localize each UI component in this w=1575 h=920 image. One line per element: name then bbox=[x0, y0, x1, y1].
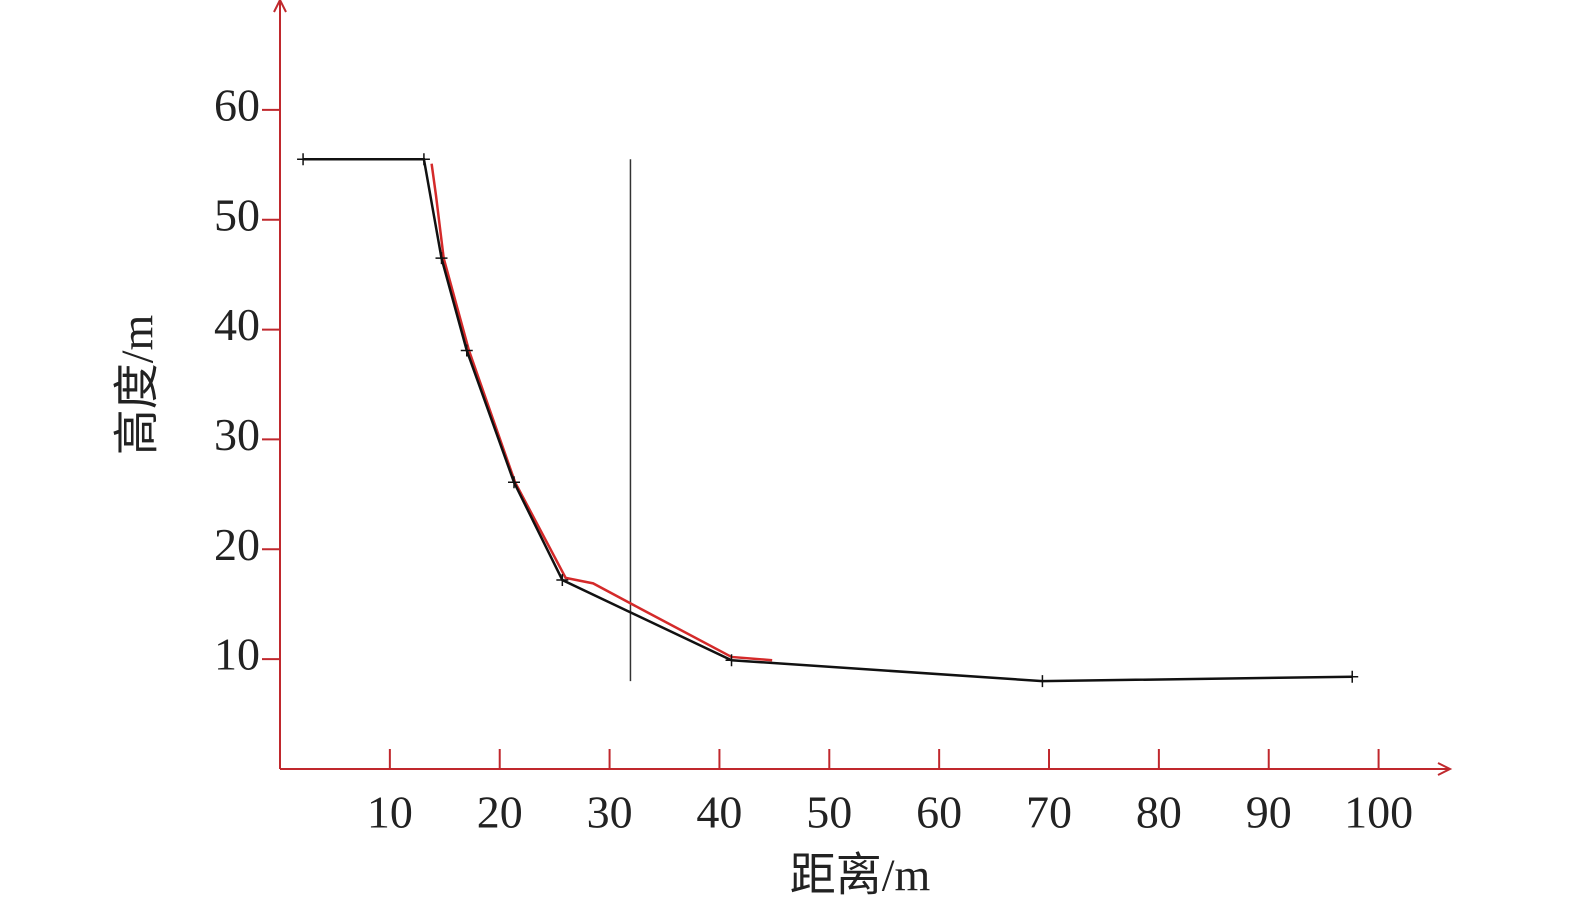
x-tick-label: 80 bbox=[1136, 787, 1182, 838]
x-tick-label: 60 bbox=[916, 787, 962, 838]
x-axis-title: 距离/m bbox=[790, 850, 931, 901]
x-tick-label: 50 bbox=[806, 787, 852, 838]
point-marker bbox=[460, 344, 473, 357]
y-tick-label: 40 bbox=[214, 299, 260, 350]
x-tick-label: 90 bbox=[1246, 787, 1292, 838]
point-marker bbox=[435, 252, 448, 265]
x-tick-label: 40 bbox=[696, 787, 742, 838]
y-tick-label: 30 bbox=[214, 409, 260, 460]
x-tick-label: 70 bbox=[1026, 787, 1072, 838]
point-marker bbox=[508, 476, 520, 489]
point-marker bbox=[556, 574, 569, 587]
y-tick-label: 60 bbox=[214, 79, 260, 130]
x-tick-label: 20 bbox=[477, 787, 523, 838]
x-axis-arrow bbox=[1437, 762, 1453, 776]
series-line bbox=[430, 163, 773, 662]
y-tick-label: 20 bbox=[214, 519, 260, 570]
series-line bbox=[303, 158, 1353, 683]
point-marker bbox=[1346, 670, 1359, 683]
x-tick-label: 30 bbox=[587, 787, 633, 838]
y-axis-arrow bbox=[273, 0, 287, 13]
point-marker bbox=[725, 654, 738, 667]
point-marker bbox=[297, 153, 310, 166]
x-tick-label: 10 bbox=[367, 787, 413, 838]
point-marker bbox=[417, 153, 430, 166]
y-tick-label: 50 bbox=[214, 189, 260, 240]
x-tick-label: 100 bbox=[1344, 787, 1413, 838]
y-axis-title: 高度/m bbox=[112, 315, 163, 456]
point-marker bbox=[1036, 675, 1049, 688]
y-tick-label: 10 bbox=[214, 629, 260, 680]
